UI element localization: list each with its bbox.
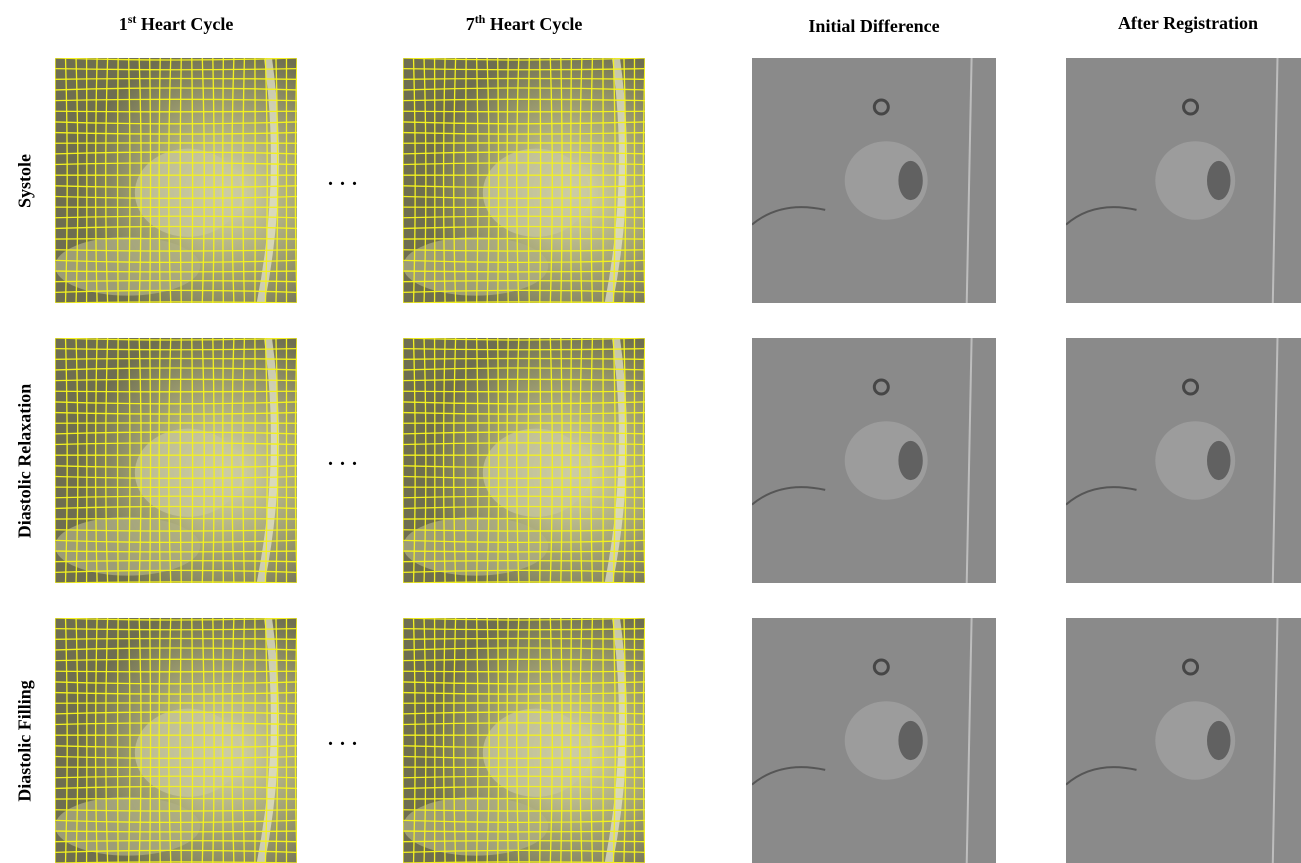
deformation-image xyxy=(55,338,297,583)
column-header: 1st Heart Cycle xyxy=(46,12,306,35)
header-label: Heart Cycle xyxy=(141,14,233,34)
difference-image xyxy=(752,338,996,583)
deformation-image xyxy=(55,618,297,863)
ordinal-suffix: th xyxy=(475,12,486,26)
header-label: Heart Cycle xyxy=(490,14,582,34)
difference-image xyxy=(752,58,996,303)
column-header: After Registration xyxy=(1058,13,1301,34)
deformation-image xyxy=(403,338,645,583)
ordinal: 7 xyxy=(466,14,475,34)
row-label: Diastolic Relaxation xyxy=(15,384,36,539)
difference-image xyxy=(1066,618,1301,863)
row-label: Diastolic Filling xyxy=(15,680,36,802)
difference-image xyxy=(1066,338,1301,583)
column-header: Initial Difference xyxy=(744,16,1004,37)
difference-image xyxy=(1066,58,1301,303)
ellipsis: . . . xyxy=(328,728,358,751)
deformation-image xyxy=(403,58,645,303)
figure-page: 1st Heart Cycle 7th Heart Cycle Initial … xyxy=(0,0,1301,860)
ellipsis: . . . xyxy=(328,168,358,191)
ordinal-suffix: st xyxy=(128,12,137,26)
difference-image xyxy=(752,618,996,863)
row-label: Systole xyxy=(15,154,36,208)
ellipsis: . . . xyxy=(328,448,358,471)
deformation-image xyxy=(55,58,297,303)
ordinal: 1 xyxy=(119,14,128,34)
deformation-image xyxy=(403,618,645,863)
column-header: 7th Heart Cycle xyxy=(394,12,654,35)
